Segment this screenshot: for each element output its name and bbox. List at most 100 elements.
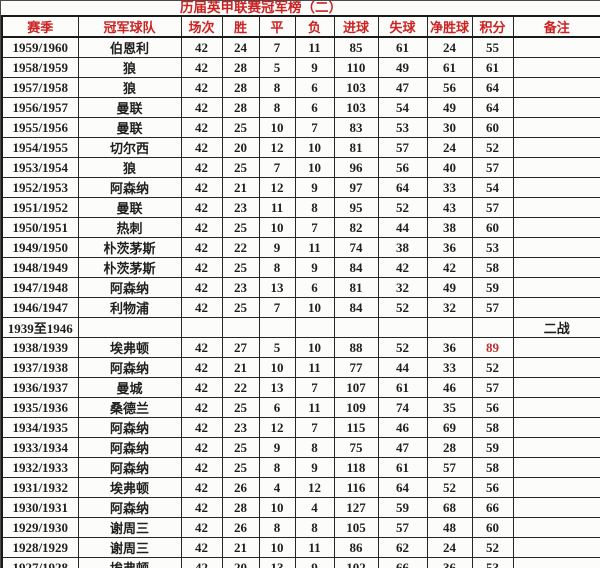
table-row: 1927/1928埃弗顿4220139102663653 [1, 557, 600, 568]
cell: 105 [333, 517, 379, 538]
cell: 115 [333, 417, 379, 438]
cell: 103 [333, 97, 379, 118]
cell: 59 [377, 497, 428, 518]
cell: 1950/1951 [1, 217, 79, 238]
cell: 42 [180, 357, 223, 378]
cell: 阿森纳 [77, 357, 182, 378]
cell: 1929/1930 [1, 517, 79, 538]
cell: 42 [180, 377, 223, 398]
table-row: 1937/1938 阿森纳 42 21 10 11 77 44 33 52 [1, 357, 600, 378]
cell: 42 [180, 157, 223, 178]
cell: 10 [294, 297, 335, 318]
page-title: 历届英甲联赛冠军榜（二） [180, 0, 342, 15]
cell: 68 [426, 497, 473, 518]
cell: 1951/1952 [1, 197, 79, 218]
cell: 25 [221, 217, 260, 238]
cell: 25 [221, 297, 260, 318]
cell: 46 [426, 377, 473, 398]
table-row: 1946/1947 利物浦 42 25 7 10 84 52 32 57 [1, 297, 600, 318]
cell: 74 [333, 237, 379, 258]
cell: 42 [180, 437, 223, 458]
cell: 52 [377, 337, 428, 358]
cell: 埃弗顿 [77, 557, 182, 568]
table-row: 1947/1948 阿森纳 42 23 13 6 81 32 49 59 [1, 277, 600, 298]
cell: 42 [180, 177, 223, 198]
cell: 75 [333, 437, 379, 458]
cell: 13 [258, 277, 296, 298]
cell: 谢周三 [77, 517, 182, 538]
cell: 58 [471, 257, 514, 278]
column-header-3: 胜 [221, 15, 260, 38]
cell: 1933/1934 [1, 437, 79, 458]
cell: 30 [426, 117, 473, 138]
cell: 36 [426, 237, 473, 258]
cell [512, 257, 600, 278]
cell: 1946/1947 [1, 297, 79, 318]
cell: 7 [294, 217, 335, 238]
cell: 5 [258, 337, 296, 358]
table-row: 1950/1951 热刺 42 25 10 7 82 44 38 60 [1, 217, 600, 238]
cell: 8 [258, 517, 296, 538]
cell: 10 [258, 117, 296, 138]
cell: 97 [333, 177, 379, 198]
cell [512, 537, 600, 558]
cell: 朴茨茅斯 [77, 237, 182, 258]
cell: 23 [221, 277, 260, 298]
cell [180, 317, 223, 338]
cell: 1948/1949 [1, 257, 79, 278]
cell: 57 [471, 377, 514, 398]
cell: 7 [258, 297, 296, 318]
cell: 42 [180, 257, 223, 278]
cell: 54 [377, 97, 428, 118]
cell: 11 [294, 397, 335, 418]
table-row: 1934/1935 阿森纳 42 23 12 7 115 46 69 58 [1, 417, 600, 438]
header-row: 赛季 冠军球队 场次胜平负进球 失球 净胜球 积分 备注 [1, 15, 600, 38]
table-row: 1938/1939 埃弗顿 42 27 5 10 88 52 36 89 [1, 337, 600, 358]
cell: 埃弗顿 [77, 337, 182, 358]
cell: 24 [221, 36, 260, 58]
cell: 11 [294, 357, 335, 378]
cell: 桑德兰 [77, 397, 182, 418]
table-row: 1949/1950 朴茨茅斯 42 22 9 11 74 38 36 53 [1, 237, 600, 258]
cell: 58 [471, 457, 514, 478]
cell: 26 [221, 477, 260, 498]
cell: 21 [221, 537, 260, 558]
cell: 52 [377, 197, 428, 218]
cell: 57 [377, 517, 428, 538]
cell: 22 [221, 377, 260, 398]
cell: 38 [377, 237, 428, 258]
table-row: 1935/1936 桑德兰 42 25 6 11 109 74 35 56 [1, 397, 600, 418]
cell: 42 [180, 517, 223, 538]
table-row: 1939至1946 二战 [1, 317, 600, 338]
cell: 13 [258, 377, 296, 398]
cell: 谢周三 [77, 537, 182, 558]
cell: 95 [333, 197, 379, 218]
cell: 47 [377, 77, 428, 98]
cell: 阿森纳 [77, 497, 182, 518]
cell: 1928/1929 [1, 537, 79, 558]
cell: 42 [377, 257, 428, 278]
cell: 42 [180, 477, 223, 498]
cell [512, 57, 600, 78]
cell: 12 [258, 137, 296, 158]
cell: 8 [294, 197, 335, 218]
cell: 32 [426, 297, 473, 318]
cell: 49 [426, 277, 473, 298]
table-row: 1957/1958 狼 42 28 8 6 103 47 56 64 [1, 77, 600, 98]
cell [512, 397, 600, 418]
cell: 8 [294, 517, 335, 538]
column-header-1: 冠军球队 [77, 15, 182, 38]
cell: 42 [180, 497, 223, 518]
cell: 12 [294, 477, 335, 498]
cell: 127 [333, 497, 379, 518]
cell: 84 [333, 257, 379, 278]
cell [512, 36, 600, 58]
cell: 44 [377, 217, 428, 238]
column-header-10: 备注 [512, 15, 600, 38]
cell: 25 [221, 457, 260, 478]
table-row: 1948/1949 朴茨茅斯 42 25 8 9 84 42 42 58 [1, 257, 600, 278]
cell: 28 [221, 77, 260, 98]
cell: 伯恩利 [77, 36, 182, 58]
table-row: 1954/1955 切尔西 42 20 12 10 81 57 24 52 [1, 137, 600, 158]
cell: 20 [221, 137, 260, 158]
